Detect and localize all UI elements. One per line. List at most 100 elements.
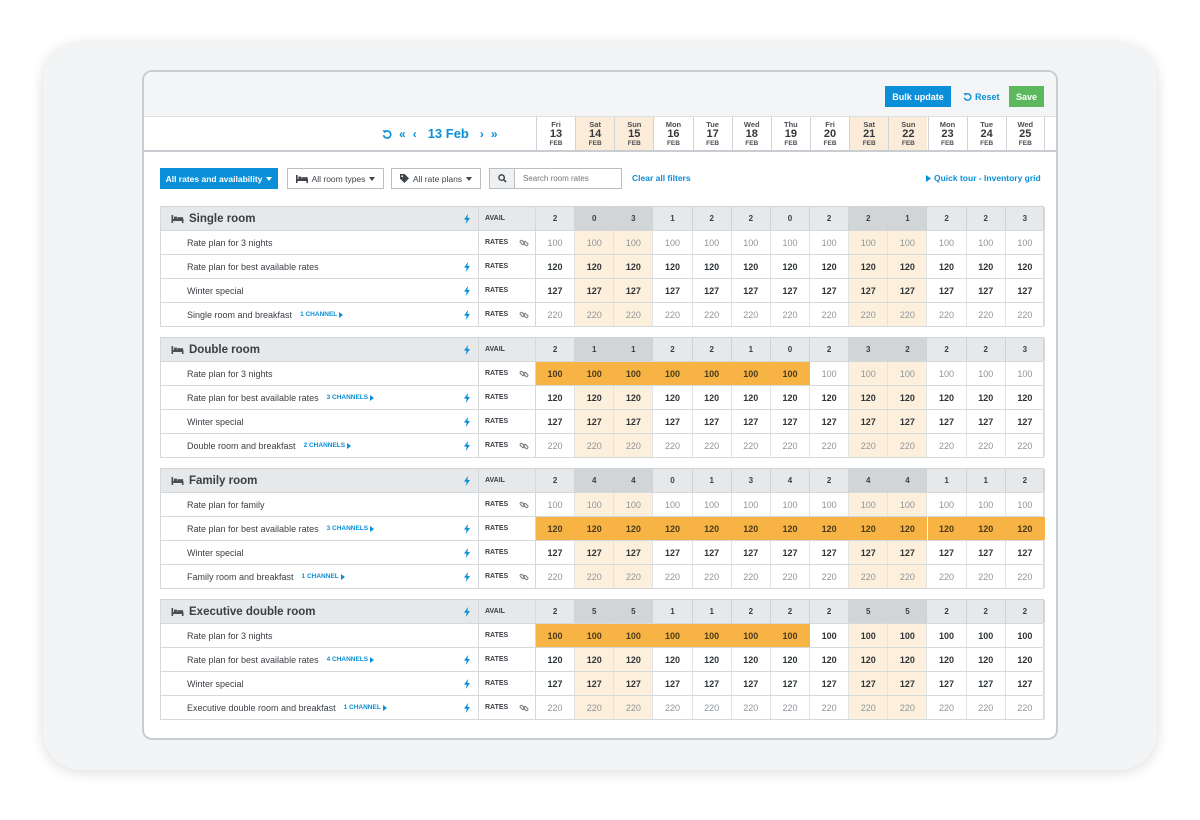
rate-cell[interactable]: 220 — [575, 696, 615, 719]
avail-cell[interactable]: 3 — [1006, 207, 1045, 230]
avail-cell[interactable]: 4 — [888, 469, 928, 492]
rate-cell[interactable]: 120 — [575, 386, 615, 409]
rate-cell[interactable]: 100 — [614, 624, 654, 647]
bolt-icon[interactable] — [464, 440, 470, 451]
rate-cell[interactable]: 127 — [849, 541, 889, 564]
rate-cell[interactable]: 127 — [653, 279, 693, 302]
double-chevron-left-icon[interactable]: « — [399, 126, 406, 141]
rate-cell[interactable]: 220 — [732, 696, 771, 719]
rate-cell[interactable]: 220 — [614, 303, 654, 326]
rate-cell[interactable]: 120 — [731, 517, 771, 540]
rate-cell[interactable]: 220 — [693, 565, 732, 588]
rate-cell[interactable]: 127 — [693, 410, 732, 433]
rate-cell[interactable]: 220 — [653, 565, 693, 588]
rate-cell[interactable]: 220 — [888, 434, 928, 457]
rate-cell[interactable]: 120 — [771, 386, 811, 409]
rate-cell[interactable]: 120 — [849, 517, 889, 540]
rate-cell[interactable]: 100 — [614, 231, 654, 254]
bolt-icon[interactable] — [464, 344, 470, 355]
rate-cell[interactable]: 127 — [888, 410, 928, 433]
rate-cell[interactable]: 127 — [732, 541, 771, 564]
rate-plan-name-cell[interactable]: Winter special — [161, 541, 479, 564]
rate-plan-name-cell[interactable]: Family room and breakfast 1 CHANNEL — [161, 565, 479, 588]
rate-cell[interactable]: 100 — [849, 362, 889, 385]
rate-cell[interactable]: 127 — [928, 279, 967, 302]
rate-cell[interactable]: 127 — [810, 541, 850, 564]
rate-cell[interactable]: 127 — [928, 541, 967, 564]
rate-cell[interactable]: 220 — [575, 565, 615, 588]
avail-cell[interactable]: 1 — [693, 600, 732, 623]
avail-cell[interactable]: 2 — [693, 207, 732, 230]
clear-filters-link[interactable]: Clear all filters — [632, 173, 691, 183]
rate-cell[interactable]: 100 — [771, 493, 811, 516]
avail-cell[interactable]: 2 — [928, 338, 967, 361]
rate-cell[interactable]: 100 — [810, 231, 850, 254]
rate-cell[interactable]: 120 — [653, 255, 693, 278]
rate-cell[interactable]: 100 — [732, 231, 771, 254]
rate-cell[interactable]: 120 — [1006, 255, 1045, 278]
rate-cell[interactable]: 127 — [614, 541, 654, 564]
rate-cell[interactable]: 220 — [928, 434, 967, 457]
rate-cell[interactable]: 120 — [614, 648, 654, 671]
rate-plan-name-cell[interactable]: Winter special — [161, 410, 479, 433]
rate-cell[interactable]: 220 — [614, 565, 654, 588]
rate-cell[interactable]: 220 — [732, 303, 771, 326]
avail-cell[interactable]: 3 — [1006, 338, 1045, 361]
rate-cell[interactable]: 120 — [849, 255, 889, 278]
rate-plan-name-cell[interactable]: Rate plan for 3 nights — [161, 624, 479, 647]
avail-cell[interactable]: 1 — [928, 469, 967, 492]
rate-cell[interactable]: 220 — [771, 696, 811, 719]
avail-cell[interactable]: 1 — [967, 469, 1006, 492]
rate-plan-name-cell[interactable]: Single room and breakfast 1 CHANNEL — [161, 303, 479, 326]
rate-cell[interactable]: 220 — [653, 303, 693, 326]
avail-cell[interactable]: 2 — [967, 600, 1006, 623]
link-icon[interactable] — [519, 703, 529, 713]
rate-cell[interactable]: 220 — [967, 696, 1006, 719]
rate-cell[interactable]: 127 — [1006, 279, 1045, 302]
rate-plan-name-cell[interactable]: Winter special — [161, 672, 479, 695]
rate-cell[interactable]: 127 — [810, 672, 850, 695]
avail-cell[interactable]: 5 — [849, 600, 889, 623]
rate-cell[interactable]: 127 — [653, 410, 693, 433]
chevron-right-icon[interactable]: › — [479, 126, 484, 141]
rate-cell[interactable]: 100 — [967, 624, 1006, 647]
link-icon[interactable] — [519, 369, 529, 379]
rate-cell[interactable]: 220 — [810, 696, 850, 719]
rate-cell[interactable]: 100 — [614, 493, 654, 516]
rate-cell[interactable]: 120 — [888, 255, 928, 278]
avail-cell[interactable]: 4 — [575, 469, 615, 492]
bolt-icon[interactable] — [464, 547, 470, 558]
avail-cell[interactable]: 2 — [928, 600, 967, 623]
avail-cell[interactable]: 2 — [653, 338, 693, 361]
rate-cell[interactable]: 100 — [888, 624, 928, 647]
rate-cell[interactable]: 100 — [575, 362, 615, 385]
rate-cell[interactable]: 100 — [614, 362, 654, 385]
rate-plan-name-cell[interactable]: Executive double room and breakfast 1 CHA… — [161, 696, 479, 719]
rate-cell[interactable]: 100 — [967, 362, 1006, 385]
rate-cell[interactable]: 220 — [849, 696, 889, 719]
rate-cell[interactable]: 120 — [692, 517, 732, 540]
refresh-icon[interactable] — [382, 129, 392, 139]
rate-cell[interactable]: 100 — [693, 493, 732, 516]
bolt-icon[interactable] — [464, 702, 470, 713]
bolt-icon[interactable] — [464, 261, 470, 272]
bolt-icon[interactable] — [464, 475, 470, 486]
rate-cell[interactable]: 120 — [810, 648, 850, 671]
rate-cell[interactable]: 120 — [732, 255, 771, 278]
rate-plan-name-cell[interactable]: Rate plan for best available rates — [161, 255, 479, 278]
rate-cell[interactable]: 220 — [536, 696, 576, 719]
rate-cell[interactable]: 120 — [536, 648, 576, 671]
rates-availability-dropdown[interactable]: All rates and availability — [160, 168, 278, 189]
rate-cell[interactable]: 100 — [536, 624, 576, 647]
rate-cell[interactable]: 120 — [810, 386, 850, 409]
rate-cell[interactable]: 100 — [1006, 362, 1045, 385]
rate-cell[interactable]: 127 — [575, 541, 615, 564]
rate-cell[interactable]: 100 — [1006, 231, 1045, 254]
rate-cell[interactable]: 127 — [614, 279, 654, 302]
rate-cell[interactable]: 127 — [967, 279, 1006, 302]
rate-cell[interactable]: 100 — [692, 624, 732, 647]
rate-cell[interactable]: 220 — [653, 696, 693, 719]
rate-cell[interactable]: 220 — [536, 434, 576, 457]
rate-cell[interactable]: 120 — [888, 517, 928, 540]
rate-cell[interactable]: 220 — [771, 303, 811, 326]
